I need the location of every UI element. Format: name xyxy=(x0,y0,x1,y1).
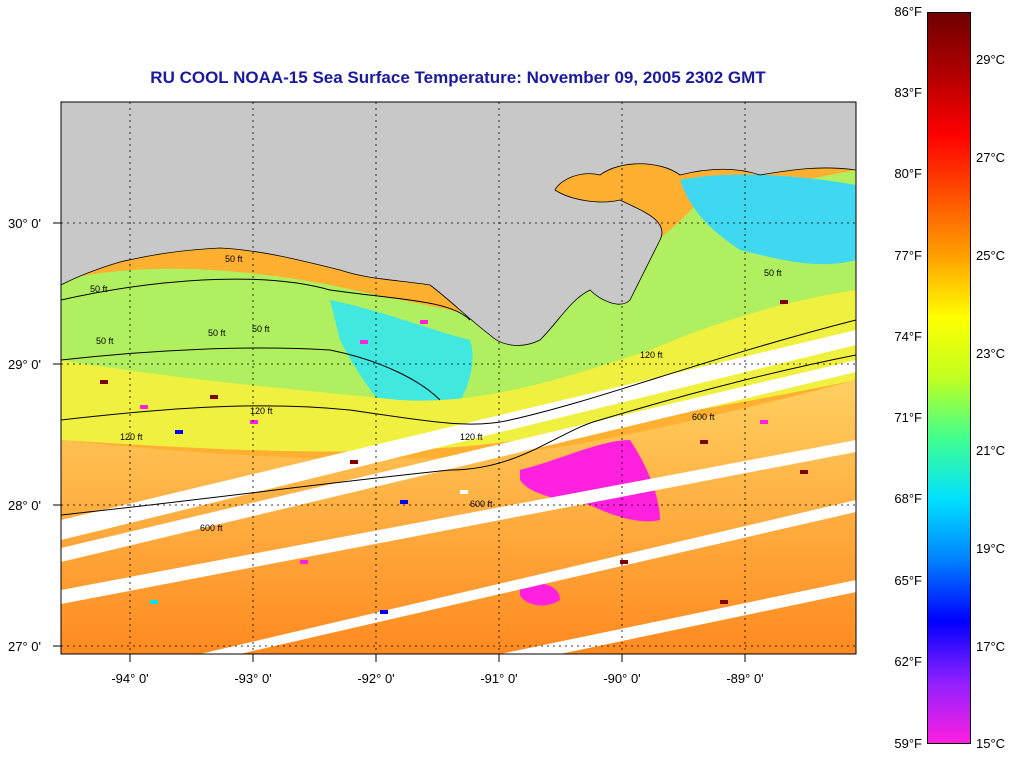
contour-label: 50 ft xyxy=(252,324,270,334)
contour-label: 50 ft xyxy=(96,336,114,346)
celsius-label: 17°C xyxy=(976,639,1006,654)
fahrenheit-label: 74°F xyxy=(894,329,922,344)
lat-label: 30° 0' xyxy=(8,216,41,231)
contour-label: 50 ft xyxy=(90,284,108,294)
cold-anomaly xyxy=(520,440,660,522)
celsius-label: 25°C xyxy=(976,248,1006,263)
map-title: RU COOL NOAA-15 Sea Surface Temperature:… xyxy=(150,68,766,87)
contour-label: 120 ft xyxy=(640,350,663,360)
celsius-label: 27°C xyxy=(976,150,1006,165)
map-frame xyxy=(60,101,857,655)
contour-label: 50 ft xyxy=(764,268,782,278)
lat-label: 27° 0' xyxy=(8,639,41,654)
fahrenheit-label: 80°F xyxy=(894,166,922,181)
axis-ticks xyxy=(53,222,746,662)
contour-label: 120 ft xyxy=(120,432,143,442)
fahrenheit-label: 77°F xyxy=(894,248,922,263)
contour-label: 120 ft xyxy=(460,432,483,442)
lat-label: 29° 0' xyxy=(8,357,41,372)
lon-label: -89° 0' xyxy=(726,671,763,686)
cyan-water-east xyxy=(680,174,856,265)
graticule xyxy=(61,102,856,654)
fahrenheit-label: 86°F xyxy=(894,4,922,19)
fahrenheit-label: 68°F xyxy=(894,491,922,506)
fahrenheit-label: 83°F xyxy=(894,85,922,100)
swath-gaps xyxy=(61,330,856,654)
fahrenheit-label: 62°F xyxy=(894,654,922,669)
contour-label: 600 ft xyxy=(692,412,715,422)
contour-label: 600 ft xyxy=(200,523,223,533)
contour-label: 50 ft xyxy=(208,328,226,338)
fahrenheit-label: 65°F xyxy=(894,573,922,588)
celsius-label: 15°C xyxy=(976,736,1006,751)
contour-label: 600 ft xyxy=(470,499,493,509)
lon-label: -93° 0' xyxy=(234,671,271,686)
lat-label: 28° 0' xyxy=(8,498,41,513)
fahrenheit-label: 71°F xyxy=(894,410,922,425)
celsius-label: 19°C xyxy=(976,541,1006,556)
fahrenheit-label: 59°F xyxy=(894,736,922,751)
lon-label: -92° 0' xyxy=(357,671,394,686)
contour-label: 120 ft xyxy=(250,406,273,416)
colorbar xyxy=(927,12,971,744)
cold-anomaly-south xyxy=(520,583,560,606)
lon-label: -91° 0' xyxy=(480,671,517,686)
lon-label: -90° 0' xyxy=(603,671,640,686)
celsius-label: 29°C xyxy=(976,52,1006,67)
bathymetry-contours xyxy=(61,278,856,516)
contour-text: 50 ft 50 ft 50 ft 50 ft 50 ft 50 ft 120 … xyxy=(90,254,782,533)
celsius-label: 23°C xyxy=(976,346,1006,361)
colorbar-gradient xyxy=(928,13,970,743)
celsius-label: 21°C xyxy=(976,443,1006,458)
noise-pixels xyxy=(100,300,808,614)
contour-label: 50 ft xyxy=(225,254,243,264)
lon-label: -94° 0' xyxy=(111,671,148,686)
land-area xyxy=(61,102,856,346)
